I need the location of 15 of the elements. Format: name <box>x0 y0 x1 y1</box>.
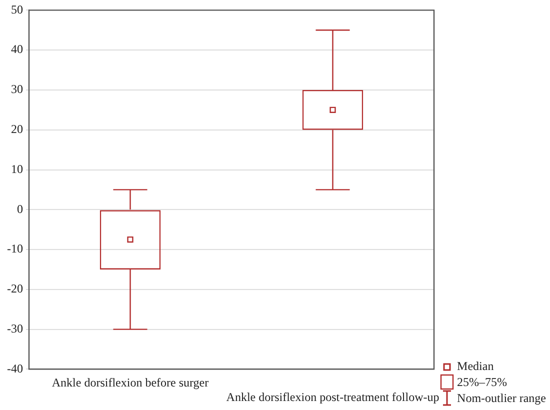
y-tick-label: 50 <box>10 2 23 16</box>
y-tick-label: 40 <box>10 42 23 56</box>
x-tick-label: Ankle dorsiflexion before surger <box>52 376 209 390</box>
y-tick-label: -10 <box>6 242 23 256</box>
text: Median <box>457 359 494 374</box>
y-tick-label: -20 <box>6 282 23 296</box>
x-tick-label: Ankle dorsiflexion post-treatment follow-up <box>226 390 440 404</box>
y-tick-label: -40 <box>6 361 23 376</box>
y-tick-label: -30 <box>6 321 23 336</box>
y-tick-label: 30 <box>10 82 23 96</box>
y-tick-label: 10 <box>10 162 23 176</box>
y-tick-label: 0 <box>16 202 23 216</box>
text: Nom-outlier range <box>457 390 546 406</box>
y-tick-label: 20 <box>10 122 23 136</box>
text: 25%–75% <box>457 374 508 390</box>
